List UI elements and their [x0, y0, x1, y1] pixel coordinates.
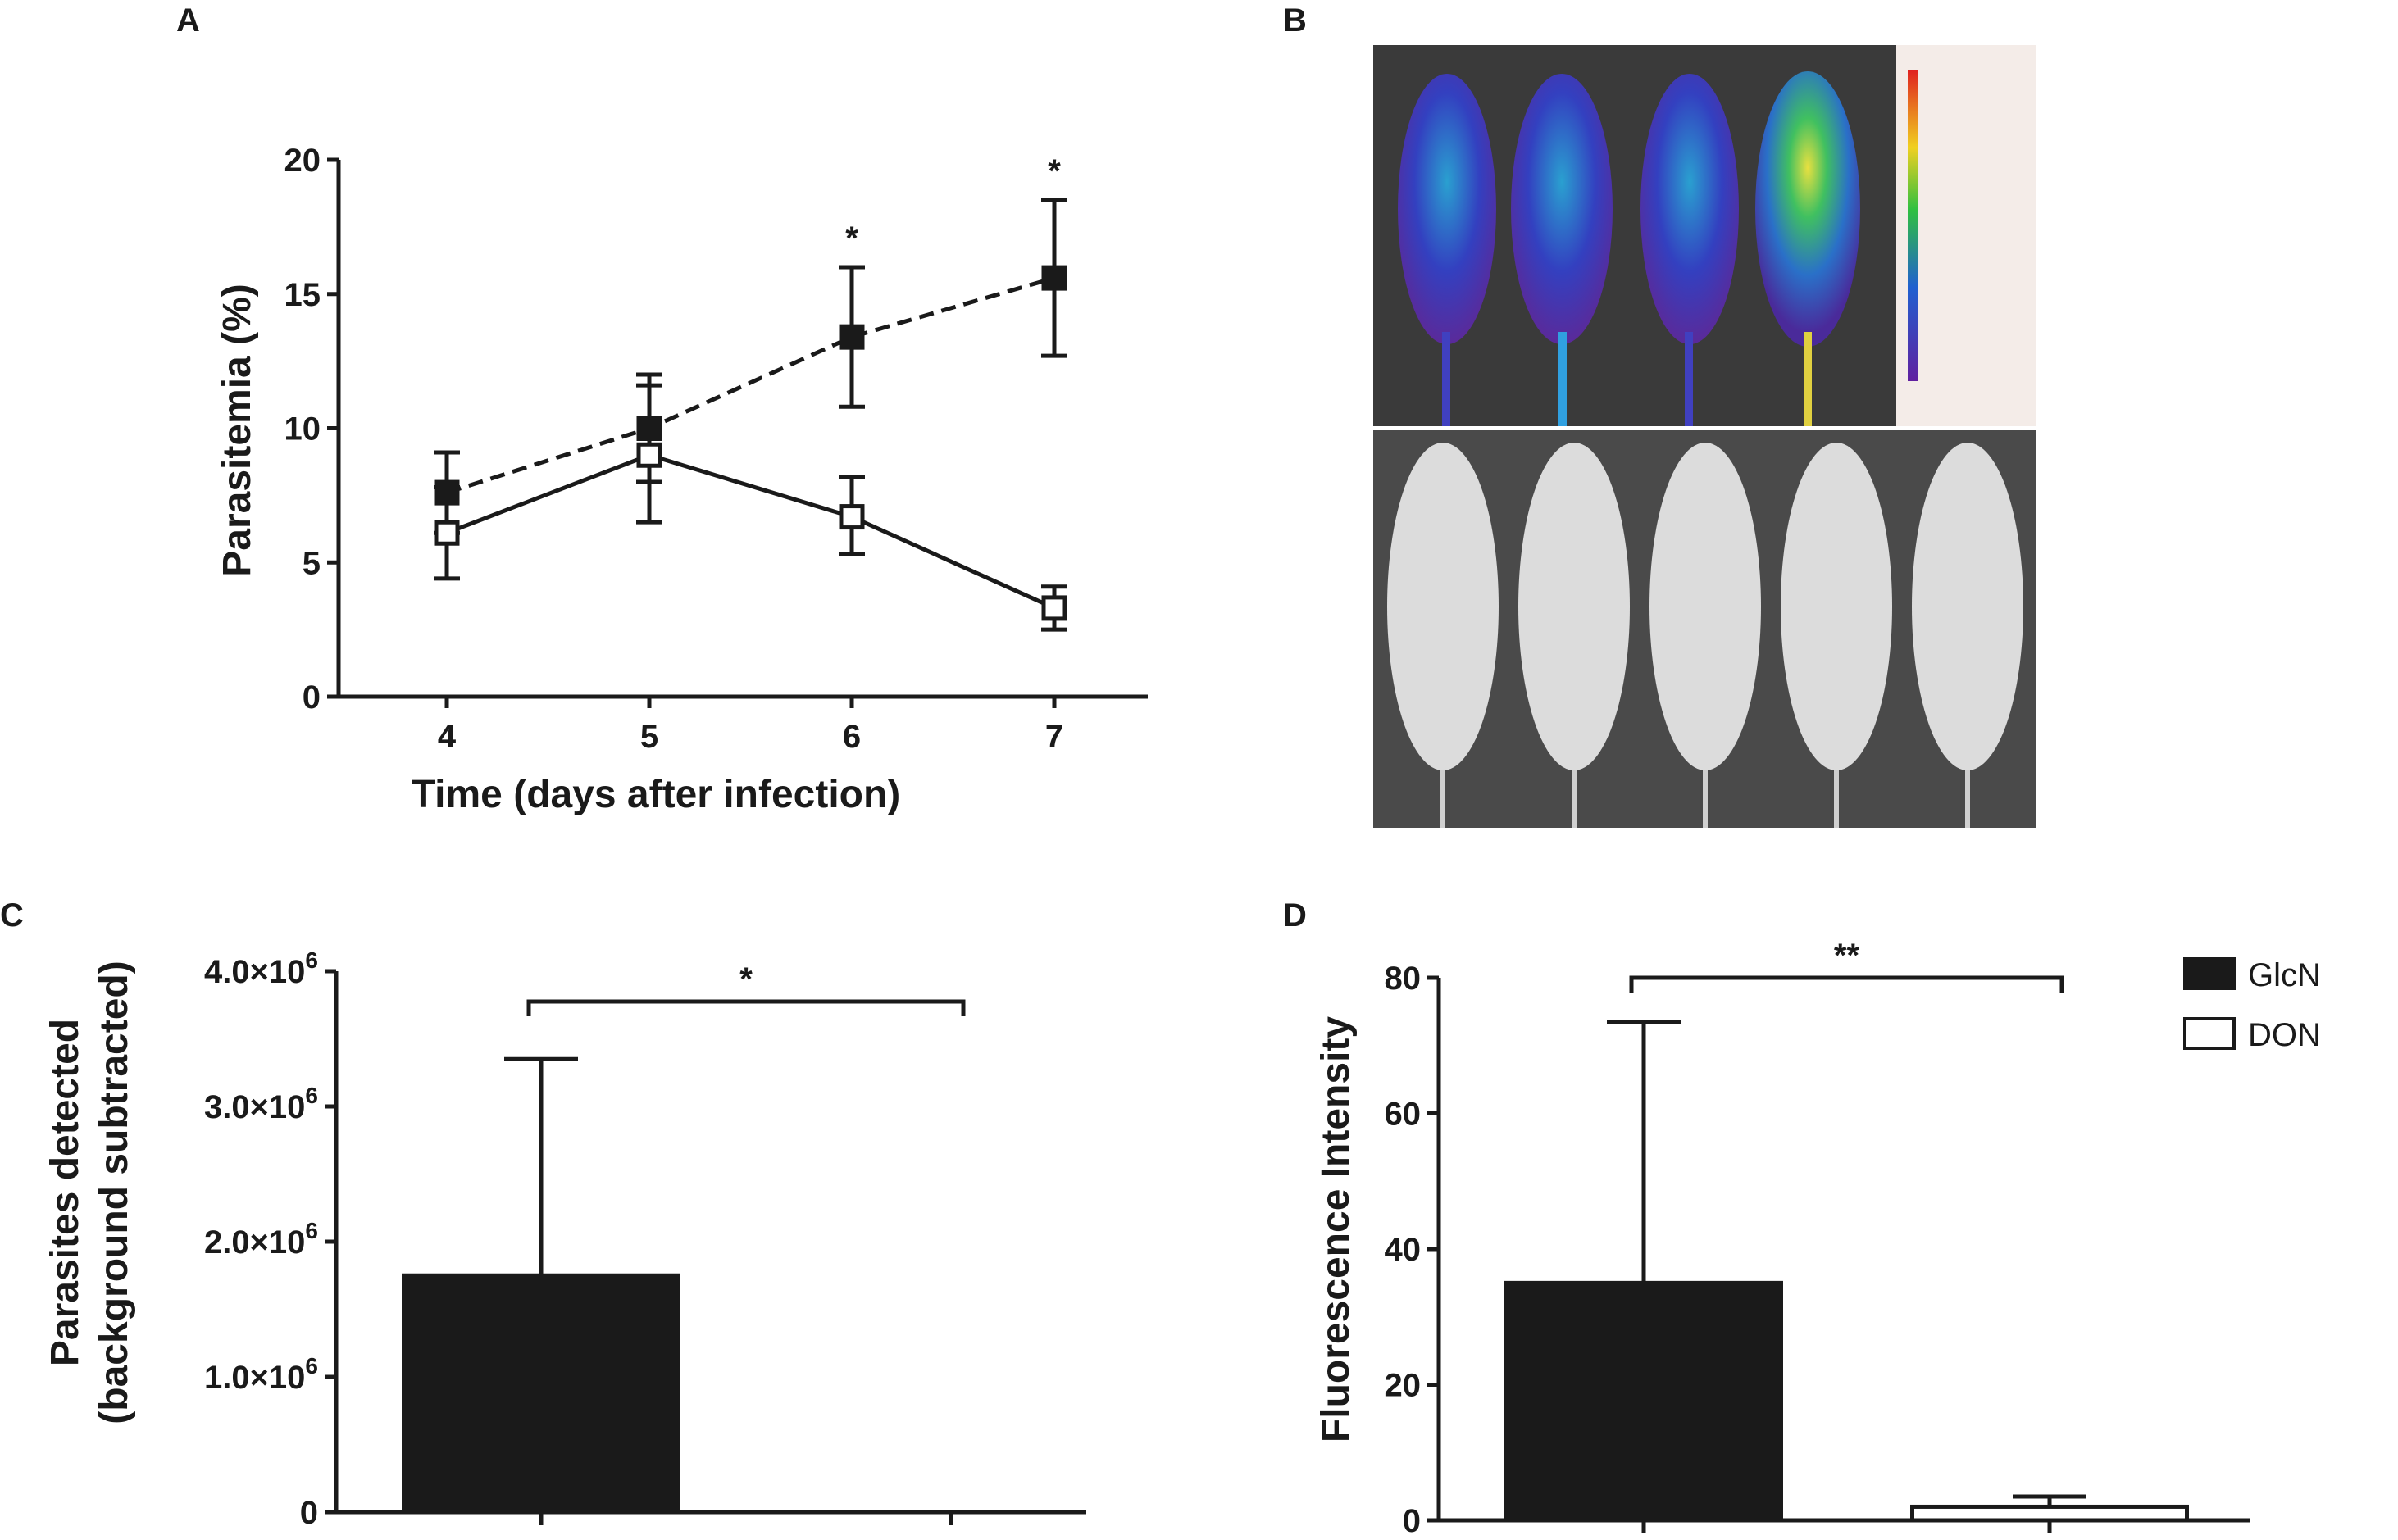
a-significance-star: * — [1048, 153, 1061, 189]
a-x-label: Time (days after infection) — [412, 773, 901, 816]
d-y-tick-label: 20 — [1385, 1368, 1422, 1404]
d-y-tick-label: 0 — [1403, 1503, 1421, 1539]
legend-swatch-don — [2183, 1017, 2236, 1050]
a-y-tick-label: 20 — [284, 143, 321, 179]
d-y-tick-label: 60 — [1385, 1097, 1422, 1133]
a-y-tick-label: 5 — [303, 545, 321, 581]
fluorescence-image — [1373, 430, 2036, 828]
a-point-don — [839, 504, 865, 530]
legend-swatch-glcn — [2183, 957, 2236, 990]
a-x-tick-label: 6 — [843, 719, 861, 755]
a-point-don — [1041, 595, 1067, 621]
c-y-tick-label: 0 — [300, 1495, 318, 1531]
c-significance-bracket — [526, 999, 966, 1016]
c-y-tick-label: 2.0×106 — [204, 1218, 318, 1261]
c-significance-star: * — [739, 961, 753, 997]
a-x-tick-label: 7 — [1045, 719, 1063, 755]
a-point-glcn — [839, 324, 865, 350]
chart-c: Parasites detected (background subtracte… — [43, 947, 1086, 1531]
d-y-label: Fluorescence Intensity — [1314, 1016, 1358, 1442]
a-point-don — [434, 520, 460, 546]
d-bar-don — [1910, 1504, 2189, 1523]
d-significance-star: ** — [1834, 938, 1860, 974]
d-y-tick-label: 80 — [1385, 961, 1422, 997]
c-y-label: Parasites detected — [43, 1019, 87, 1366]
a-significance-star: * — [845, 220, 858, 257]
c-y-tick-label: 1.0×106 — [204, 1353, 318, 1396]
a-point-glcn — [1041, 265, 1067, 291]
legend: GlcN DON — [2183, 957, 2321, 1053]
panel-letter-c: C — [0, 897, 24, 934]
a-series-line-glcn — [446, 275, 1055, 495]
a-point-don — [636, 442, 662, 468]
bioluminescence-image — [1373, 45, 2036, 426]
chart-d: Fluorescence Intensity 0 20 40 60 80 ** — [1314, 938, 2250, 1539]
a-y-label: Parasitemia (%) — [216, 284, 259, 577]
panel-letter-b: B — [1283, 2, 1307, 39]
a-x-tick-label: 5 — [640, 719, 658, 755]
a-series-line-don — [446, 452, 1056, 611]
a-x-tick-label: 4 — [438, 719, 457, 755]
legend-label-glcn: GlcN — [2248, 957, 2321, 993]
d-y-tick-label: 40 — [1385, 1232, 1422, 1268]
a-y-tick-label: 0 — [303, 679, 321, 715]
c-y-label-2: (background subtracted) — [93, 961, 136, 1424]
a-y-tick-label: 15 — [284, 277, 321, 313]
c-y-tick-label: 4.0×106 — [204, 947, 318, 990]
c-bar-glcn — [402, 1273, 680, 1515]
chart-a: Time (days after infection) Parasitemia … — [216, 143, 1148, 816]
d-bar-glcn — [1504, 1280, 1783, 1523]
panel-letter-a: A — [176, 2, 200, 39]
a-y-tick-label: 10 — [284, 411, 321, 447]
legend-label-don: DON — [2248, 1017, 2321, 1053]
c-y-tick-label: 3.0×106 — [204, 1083, 318, 1125]
d-significance-bracket — [1629, 975, 2064, 993]
panel-letter-d: D — [1283, 897, 1307, 934]
